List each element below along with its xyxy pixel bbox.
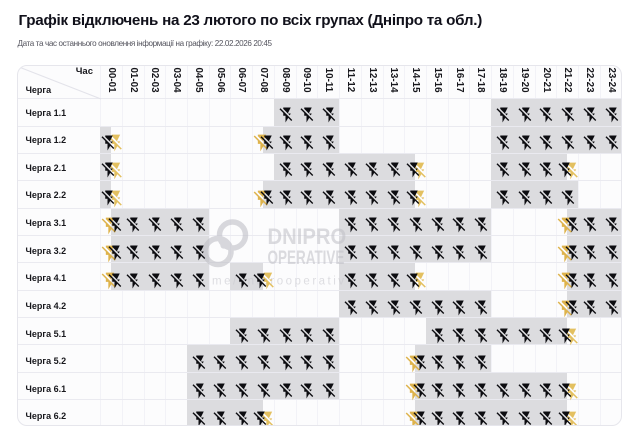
svg-text:me/dniprooperativ: me/dniprooperativ bbox=[212, 276, 347, 288]
svg-text:OPERATIVE: OPERATIVE bbox=[268, 248, 345, 269]
svg-text:DNIPRO: DNIPRO bbox=[268, 224, 347, 249]
